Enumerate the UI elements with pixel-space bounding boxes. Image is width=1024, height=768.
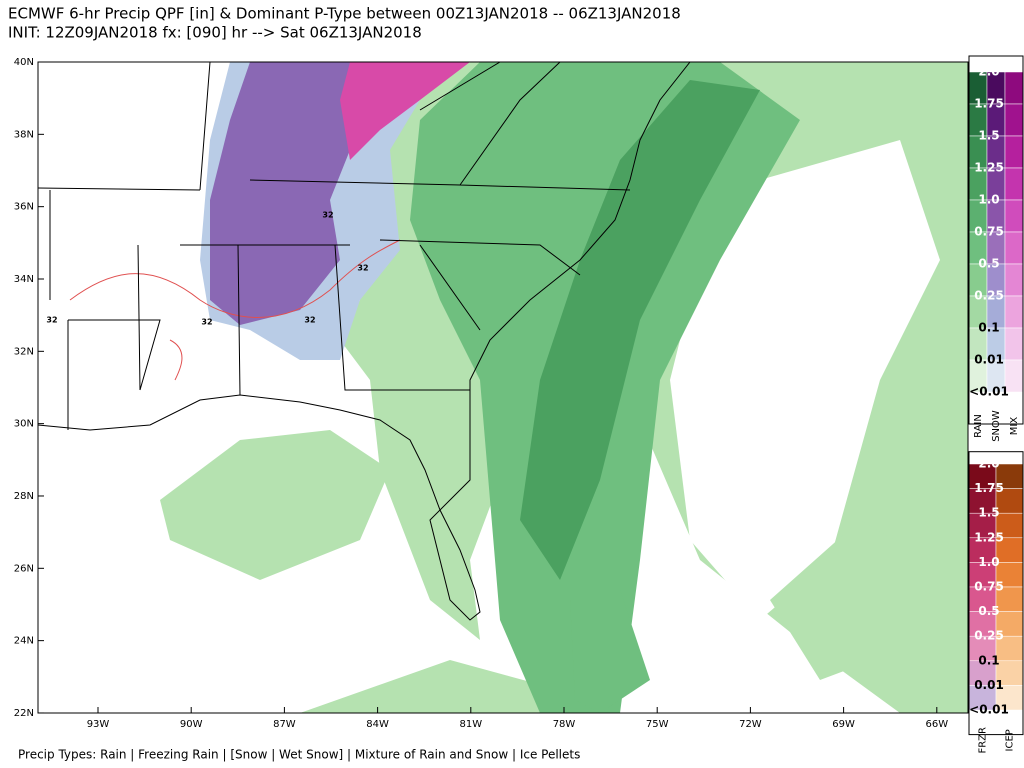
legend-level: 0.5 bbox=[978, 604, 999, 618]
legend-column: RAIN bbox=[973, 414, 984, 438]
subtitle: INIT: 12Z09JAN2018 fx: [090] hr --> Sat … bbox=[8, 24, 422, 42]
lon-label: 81W bbox=[459, 719, 482, 730]
lat-label: 36N bbox=[14, 202, 34, 213]
legend-swatch bbox=[1004, 327, 1024, 361]
contour-label: 32 bbox=[304, 316, 315, 325]
legend-column: ICEP bbox=[1005, 729, 1016, 751]
lat-label: 34N bbox=[14, 274, 34, 285]
snow bbox=[210, 62, 420, 325]
light-rain bbox=[300, 660, 560, 713]
legend-swatch bbox=[995, 512, 1024, 539]
heavy-rain bbox=[520, 80, 760, 580]
legend-swatch bbox=[968, 586, 997, 612]
legend-swatch bbox=[968, 463, 997, 489]
legend-level: 0.1 bbox=[978, 321, 999, 335]
lat-label: 38N bbox=[14, 129, 34, 140]
dry-area bbox=[670, 140, 940, 620]
legend-frame bbox=[968, 451, 1024, 736]
legend-level: 0.01 bbox=[974, 353, 1004, 367]
legend-swatch bbox=[1004, 199, 1024, 233]
light-rain bbox=[770, 520, 930, 680]
lon-label: 84W bbox=[366, 719, 389, 730]
mix bbox=[340, 62, 470, 160]
lon-label: 72W bbox=[739, 719, 762, 730]
lon-label: 90W bbox=[180, 719, 203, 730]
legend-swatch bbox=[1004, 231, 1024, 265]
legend-frame bbox=[968, 55, 1024, 425]
legend-swatch bbox=[1004, 103, 1024, 137]
legend: 2.0 1.75 1.5 1.25 1.0 0.75 0.5 0.25 0.1 0.01 <0.01… bbox=[968, 55, 1024, 754]
legend-level: 0.25 bbox=[974, 629, 1004, 643]
legend-level: <0.01 bbox=[969, 703, 1009, 717]
freezing-contour bbox=[69, 239, 401, 381]
legend-swatch bbox=[995, 611, 1024, 637]
lat-label: 28N bbox=[14, 491, 34, 502]
legend-level: 1.75 bbox=[974, 97, 1004, 111]
contour-label: 32 bbox=[201, 318, 212, 327]
legend-swatch bbox=[1004, 135, 1024, 169]
graticule-labels: 40N 38N 36N 34N 32N 30N 28N 26N 24N 22N 93W 90W 87W 8… bbox=[14, 57, 948, 730]
lat-label: 30N bbox=[14, 419, 34, 430]
legend-level: 1.5 bbox=[978, 506, 999, 520]
legend-swatch bbox=[995, 685, 1024, 711]
legend-column: FRZR bbox=[978, 727, 989, 754]
moderate-rain bbox=[570, 590, 650, 713]
legend-level: 1.25 bbox=[974, 530, 1004, 544]
title: ECMWF 6-hr Precip QPF [in] & Dominant P-… bbox=[8, 5, 681, 23]
legend-swatch bbox=[995, 635, 1024, 662]
lat-label: 32N bbox=[14, 346, 34, 357]
lon-label: 75W bbox=[646, 719, 669, 730]
lon-label: 87W bbox=[273, 719, 296, 730]
footer: Precip Types: Rain | Freezing Rain | [Sn… bbox=[18, 748, 580, 762]
legend-level: 1.0 bbox=[978, 555, 999, 569]
lat-label: 24N bbox=[14, 636, 34, 647]
legend-swatch bbox=[1004, 167, 1024, 201]
legend-swatch bbox=[995, 463, 1024, 489]
legend-level: 2.0 bbox=[978, 65, 999, 79]
legend-column: MIX bbox=[1009, 417, 1020, 436]
legend-level: 1.25 bbox=[974, 161, 1004, 175]
contour-labels: 32 32 32 32 32 bbox=[46, 211, 368, 327]
contour-label: 32 bbox=[357, 264, 368, 273]
legend-swatch bbox=[968, 611, 997, 637]
legend-level: <0.01 bbox=[969, 385, 1009, 399]
legend-level: 0.75 bbox=[974, 225, 1004, 239]
legend-swatch bbox=[1004, 295, 1024, 329]
lon-label: 66W bbox=[925, 719, 948, 730]
legend-level: 2.0 bbox=[978, 457, 999, 471]
lat-label: 26N bbox=[14, 563, 34, 574]
legend-level: 1.5 bbox=[978, 129, 999, 143]
legend-level: 0.5 bbox=[978, 257, 999, 271]
legend-level: 1.0 bbox=[978, 193, 999, 207]
legend-swatch bbox=[1004, 71, 1024, 105]
map: 40N 38N 36N 34N 32N 30N 28N 26N 24N 22N 93W 90W 87W 8… bbox=[14, 57, 969, 730]
legend-level: 0.25 bbox=[974, 289, 1004, 303]
coastline bbox=[38, 62, 691, 621]
legend-level: 1.75 bbox=[974, 481, 1004, 495]
contour-label: 32 bbox=[46, 316, 57, 325]
contour-label: 32 bbox=[322, 211, 333, 220]
legend-swatch bbox=[968, 488, 997, 514]
lat-label: 40N bbox=[14, 57, 34, 68]
legend-swatch bbox=[1004, 263, 1024, 297]
legend-level: 0.1 bbox=[978, 653, 999, 667]
light-rain bbox=[160, 430, 390, 580]
lon-label: 78W bbox=[553, 719, 576, 730]
lon-label: 69W bbox=[832, 719, 855, 730]
legend-swatch bbox=[995, 586, 1024, 612]
legend-level: 0.01 bbox=[974, 678, 1004, 692]
map-frame bbox=[37, 61, 969, 714]
legend-level: 0.75 bbox=[974, 580, 1004, 594]
state-lines bbox=[38, 62, 631, 430]
legend-column: SNOW bbox=[991, 410, 1002, 442]
lat-label: 22N bbox=[14, 708, 34, 719]
lon-label: 93W bbox=[87, 719, 110, 730]
